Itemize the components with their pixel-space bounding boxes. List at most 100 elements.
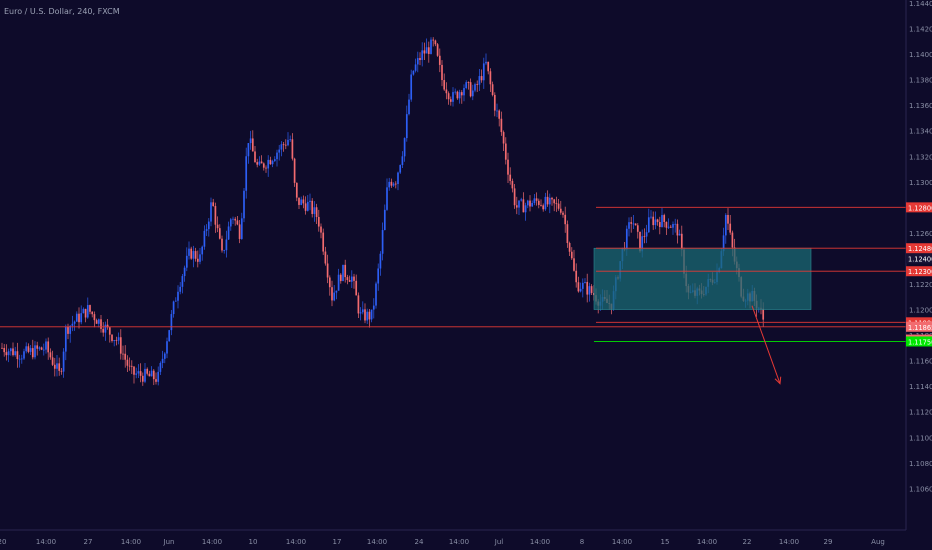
- price-tick-label: 1.10800: [909, 460, 932, 468]
- candle-body: [236, 220, 239, 225]
- candle-body: [78, 313, 80, 323]
- candle-body: [157, 371, 160, 382]
- candle-body: [392, 183, 395, 186]
- candle-body: [658, 222, 661, 227]
- candle-body: [144, 368, 146, 382]
- candle-body: [485, 61, 487, 64]
- candle-body: [403, 138, 406, 157]
- candle-body: [174, 300, 177, 302]
- candle-body: [100, 319, 102, 329]
- candle-body: [196, 258, 199, 262]
- candle-body: [632, 223, 635, 225]
- candle-body: [507, 159, 509, 175]
- candle-body: [289, 139, 292, 141]
- candle-body: [271, 161, 274, 165]
- price-tick-label: 1.14200: [909, 26, 932, 34]
- candle-body: [124, 353, 127, 360]
- candle-body: [544, 196, 547, 210]
- candle-body: [542, 205, 545, 210]
- candle-body: [447, 93, 450, 100]
- price-tag-label: 1.12400: [908, 255, 932, 263]
- candle-body: [240, 218, 243, 239]
- candle-body: [441, 64, 443, 81]
- candle-body: [260, 161, 263, 164]
- time-tick-label: 14:00: [286, 538, 306, 546]
- candle-body: [205, 229, 208, 231]
- time-tick-label: 17: [333, 538, 342, 546]
- price-tick-label: 1.14400: [909, 0, 932, 8]
- candle-body: [295, 182, 298, 198]
- candle-body: [225, 239, 228, 251]
- time-tick-label: Jun: [163, 538, 175, 546]
- candle-body: [306, 201, 309, 211]
- candle-body: [67, 326, 69, 334]
- candle-body: [130, 365, 133, 367]
- candle-body: [383, 209, 386, 231]
- candle-body: [210, 202, 212, 222]
- candle-body: [258, 161, 261, 165]
- candle-body: [647, 217, 650, 233]
- candle-body: [84, 308, 87, 318]
- candle-body: [249, 138, 252, 144]
- candle-body: [399, 165, 402, 173]
- candle-body: [511, 180, 514, 189]
- candle-body: [724, 214, 727, 236]
- candle-body: [60, 370, 63, 372]
- candle-body: [500, 118, 503, 133]
- candle-body: [93, 314, 96, 321]
- candle-body: [254, 151, 256, 163]
- candle-body: [25, 346, 28, 352]
- candle-body: [366, 311, 369, 321]
- candle-body: [546, 196, 549, 205]
- candle-body: [731, 232, 734, 248]
- candle-body: [427, 47, 430, 54]
- candle-body: [678, 233, 681, 236]
- candle-body: [185, 255, 188, 268]
- price-tick-label: 1.11600: [909, 358, 932, 366]
- candle-body: [566, 224, 569, 244]
- candle-body: [432, 39, 435, 41]
- candle-body: [38, 347, 41, 349]
- candle-body: [172, 301, 175, 315]
- candle-body: [86, 305, 89, 318]
- candle-body: [520, 199, 523, 201]
- price-tick-label: 1.13800: [909, 77, 932, 85]
- candle-body: [56, 363, 58, 369]
- candle-body: [300, 199, 303, 205]
- time-axis[interactable]: 20 14:00 27 14:00 Jun 14:00 10 14:00 17 14:00 24 14…: [0, 538, 885, 546]
- candle-body: [357, 295, 360, 314]
- candle-body: [291, 139, 294, 159]
- candle-body: [326, 263, 329, 278]
- candle-body: [251, 138, 254, 152]
- candle-body: [324, 251, 327, 264]
- candle-body: [342, 264, 344, 282]
- candle-body: [223, 250, 226, 252]
- candle-body: [18, 358, 21, 360]
- candle-body: [584, 281, 586, 283]
- candle-body: [89, 305, 91, 312]
- candle-body: [276, 152, 278, 160]
- candle-body: [269, 159, 272, 165]
- candle-body: [553, 199, 556, 204]
- candle-body: [247, 143, 250, 157]
- candle-body: [489, 71, 492, 85]
- candle-body: [159, 362, 162, 372]
- candle-body: [12, 348, 14, 356]
- candle-body: [348, 280, 351, 282]
- candle-body: [397, 172, 399, 184]
- price-tag: [906, 266, 932, 277]
- candle-body: [390, 181, 393, 186]
- candle-body: [498, 110, 501, 119]
- candle-body: [183, 267, 186, 277]
- price-tick-label: 1.11000: [909, 434, 932, 442]
- price-tick-label: 1.13200: [909, 153, 932, 161]
- candle-body: [29, 348, 32, 352]
- candle-body: [471, 90, 474, 97]
- candle-body: [267, 159, 270, 169]
- candle-body: [641, 236, 644, 252]
- candle-body: [667, 226, 670, 228]
- candle-body: [476, 84, 479, 85]
- candle-body: [381, 230, 384, 254]
- candle-body: [148, 373, 151, 377]
